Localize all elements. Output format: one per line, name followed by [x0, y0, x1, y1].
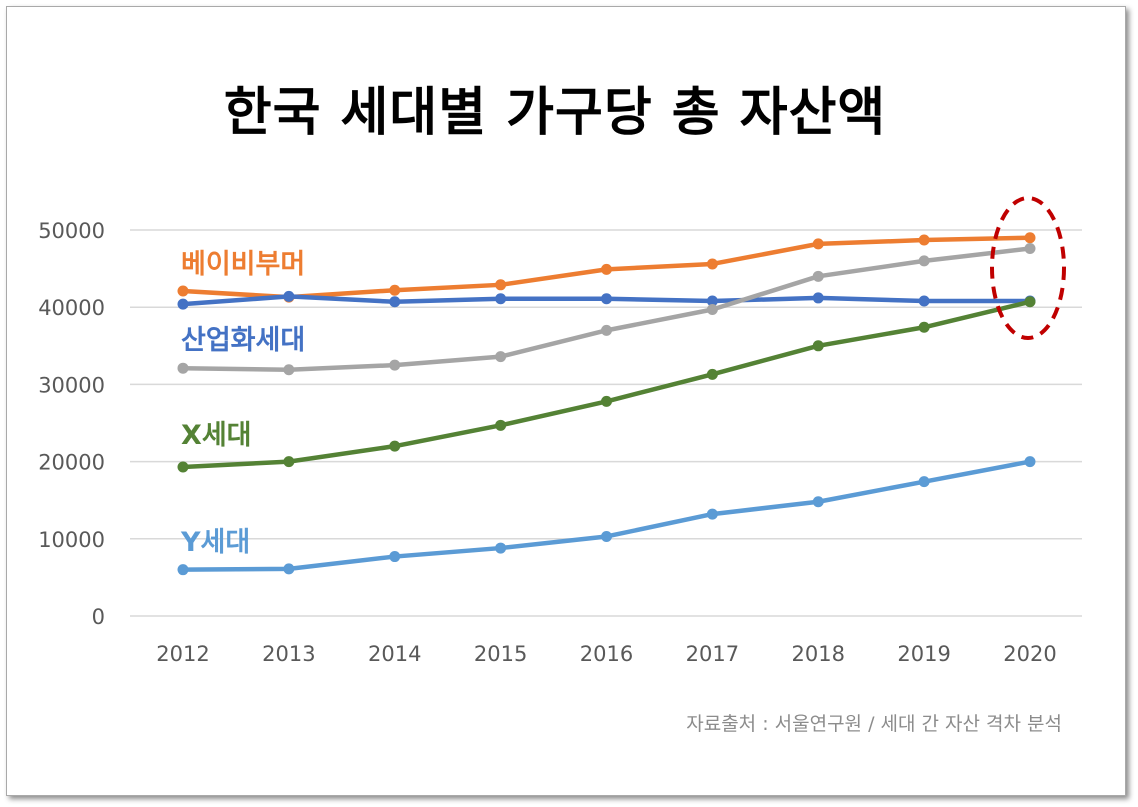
- data-point: [495, 279, 507, 291]
- series-label: X세대: [181, 420, 252, 451]
- data-point: [706, 295, 718, 307]
- x-tick-label: 2017: [686, 642, 739, 666]
- x-tick-label: 2014: [368, 642, 421, 666]
- x-tick-label: 2013: [262, 642, 315, 666]
- data-point: [389, 440, 401, 452]
- data-point: [1024, 296, 1036, 308]
- data-point: [812, 270, 824, 282]
- data-point: [283, 456, 295, 468]
- x-tick-label: 2012: [156, 642, 209, 666]
- data-point: [812, 292, 824, 304]
- chart-title: 한국 세대별 가구당 총 자산액: [223, 83, 887, 143]
- data-point: [601, 263, 612, 275]
- series-2: [177, 243, 1036, 376]
- x-tick-label: 2015: [474, 642, 527, 666]
- x-tick-label: 2018: [792, 642, 845, 666]
- data-point: [283, 563, 295, 575]
- y-tick-label: 10000: [38, 528, 105, 552]
- series-lines: [177, 232, 1036, 576]
- series-line: [180, 459, 1033, 572]
- data-point: [918, 255, 930, 267]
- data-point: [812, 496, 824, 508]
- x-tick-label: 2020: [1003, 642, 1056, 666]
- source-note: 자료출처 : 서울연구원 / 세대 간 자산 격차 분석: [686, 713, 1062, 735]
- data-point: [177, 362, 189, 374]
- data-point: [177, 564, 189, 576]
- series-label: 산업화세대: [181, 325, 305, 356]
- x-tick-label: 2016: [580, 642, 633, 666]
- data-point: [177, 461, 189, 473]
- data-point: [812, 238, 824, 250]
- y-axis-ticks: 0 10000 20000 30000 40000 50000: [38, 219, 105, 629]
- data-point: [495, 542, 507, 554]
- data-point: [918, 321, 930, 333]
- data-point: [389, 284, 401, 296]
- data-point: [706, 368, 718, 380]
- highlight-ellipse: [990, 196, 1066, 340]
- data-point: [1024, 243, 1036, 255]
- data-point: [918, 476, 930, 488]
- data-point: [283, 290, 295, 302]
- data-point: [601, 395, 612, 407]
- data-point: [1024, 456, 1036, 468]
- data-point: [177, 285, 189, 297]
- y-tick-label: 30000: [38, 373, 105, 397]
- series-3: [177, 296, 1036, 473]
- y-tick-label: 50000: [38, 219, 105, 243]
- data-point: [812, 340, 824, 352]
- y-tick-label: 40000: [38, 296, 105, 320]
- series-label: 베이비부머: [181, 249, 305, 280]
- series-0: [177, 232, 1036, 303]
- data-point: [706, 508, 718, 520]
- x-axis-ticks: 2012 2013 2014 2015 2016 2017 2018 2019 2020: [156, 642, 1056, 666]
- data-point: [389, 359, 401, 371]
- data-point: [495, 419, 507, 431]
- data-point: [283, 364, 295, 376]
- data-point: [495, 293, 507, 305]
- data-point: [177, 298, 189, 310]
- data-point: [495, 351, 507, 363]
- gridlines: [130, 229, 1082, 617]
- data-point: [389, 551, 401, 563]
- data-point: [389, 296, 401, 308]
- data-point: [918, 295, 930, 307]
- series-4: [177, 456, 1036, 576]
- x-tick-label: 2019: [897, 642, 950, 666]
- data-point: [706, 304, 718, 316]
- y-tick-label: 0: [92, 605, 105, 629]
- data-point: [918, 234, 930, 246]
- data-point: [601, 530, 612, 542]
- data-point: [601, 293, 612, 305]
- data-point: [601, 324, 612, 336]
- data-point: [706, 258, 718, 270]
- series-label: Y세대: [180, 527, 250, 558]
- y-tick-label: 20000: [38, 451, 105, 475]
- data-point: [1024, 232, 1036, 244]
- chart-frame: [6, 6, 1126, 796]
